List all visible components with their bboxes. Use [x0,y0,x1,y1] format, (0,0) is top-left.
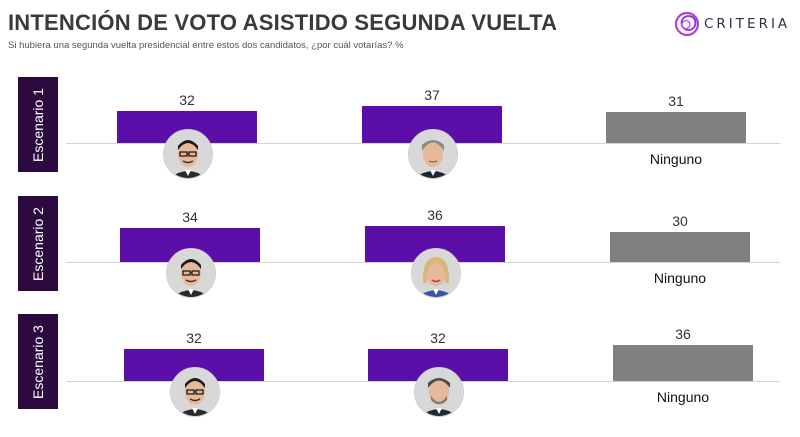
bar-value-label: 32 [179,92,195,108]
candidate-avatar [414,367,464,417]
scenario-label: Escenario 1 [18,77,58,172]
candidate-avatar [166,248,216,298]
category-label-ninguno: Ninguno [649,151,703,167]
bar-value-label: 36 [675,326,691,342]
bar-ninguno [613,345,753,381]
bar-ninguno [606,112,746,143]
brand-logo: CRITERIA [674,11,794,39]
bar-value-label: 30 [672,213,688,229]
scenario-label-text: Escenario 1 [30,87,46,162]
candidate-avatar [408,129,458,179]
bar-value-label: 31 [668,93,684,109]
logo-text: CRITERIA [704,16,791,32]
category-label-ninguno: Ninguno [656,389,710,405]
category-label-ninguno: Ninguno [653,270,707,286]
scenario-label-text: Escenario 3 [30,324,46,399]
page-subtitle: Si hubiera una segunda vuelta presidenci… [8,40,404,51]
scenario-label-text: Escenario 2 [30,206,46,281]
page-title: INTENCIÓN DE VOTO ASISTIDO SEGUNDA VUELT… [8,10,558,35]
bar-value-label: 36 [427,207,443,223]
bar-value-label: 32 [186,330,202,346]
scenario-label: Escenario 3 [18,314,58,409]
bar-ninguno [610,232,750,262]
bar-value-label: 32 [430,330,446,346]
candidate-avatar [170,367,220,417]
candidate-avatar [411,248,461,298]
bar-value-label: 34 [182,209,198,225]
bar-value-label: 37 [424,87,440,103]
scenario-label: Escenario 2 [18,196,58,291]
criteria-logo-icon [674,11,700,37]
candidate-avatar [163,129,213,179]
